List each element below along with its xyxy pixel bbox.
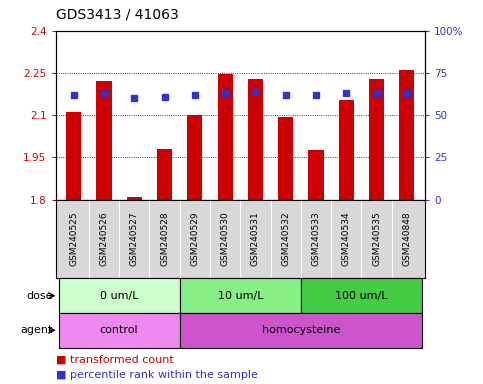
Bar	[217, 74, 233, 200]
Bar	[399, 70, 414, 200]
Bar	[180, 313, 422, 348]
Text: GSM240848: GSM240848	[402, 212, 412, 266]
Bar	[187, 115, 202, 200]
Bar	[127, 197, 142, 200]
Bar	[339, 100, 354, 200]
Text: GDS3413 / 41063: GDS3413 / 41063	[56, 7, 178, 21]
Bar	[58, 313, 180, 348]
Text: dose: dose	[27, 291, 53, 301]
Bar	[248, 79, 263, 200]
Text: 0 um/L: 0 um/L	[100, 291, 139, 301]
Bar	[309, 151, 324, 200]
Text: GSM240528: GSM240528	[160, 212, 169, 266]
Text: GSM240533: GSM240533	[312, 212, 321, 266]
Text: 100 um/L: 100 um/L	[335, 291, 388, 301]
Bar	[369, 79, 384, 200]
Text: 10 um/L: 10 um/L	[217, 291, 263, 301]
Text: GSM240526: GSM240526	[99, 212, 109, 266]
Bar	[301, 278, 422, 313]
Text: GSM240531: GSM240531	[251, 212, 260, 266]
Text: ■ percentile rank within the sample: ■ percentile rank within the sample	[56, 370, 257, 380]
Bar	[97, 81, 112, 200]
Text: GSM240525: GSM240525	[69, 212, 78, 266]
Text: GSM240532: GSM240532	[281, 212, 290, 266]
Text: GSM240534: GSM240534	[342, 212, 351, 266]
Bar	[157, 149, 172, 200]
Bar	[66, 113, 81, 200]
Text: GSM240535: GSM240535	[372, 212, 381, 266]
Text: control: control	[100, 325, 139, 335]
Text: ■ transformed count: ■ transformed count	[56, 355, 173, 365]
Text: agent: agent	[21, 325, 53, 335]
Bar	[58, 278, 180, 313]
Text: GSM240529: GSM240529	[190, 212, 199, 266]
Bar	[180, 278, 301, 313]
Bar	[278, 117, 293, 200]
Text: homocysteine: homocysteine	[262, 325, 340, 335]
Text: GSM240530: GSM240530	[221, 212, 229, 266]
Text: GSM240527: GSM240527	[130, 212, 139, 266]
